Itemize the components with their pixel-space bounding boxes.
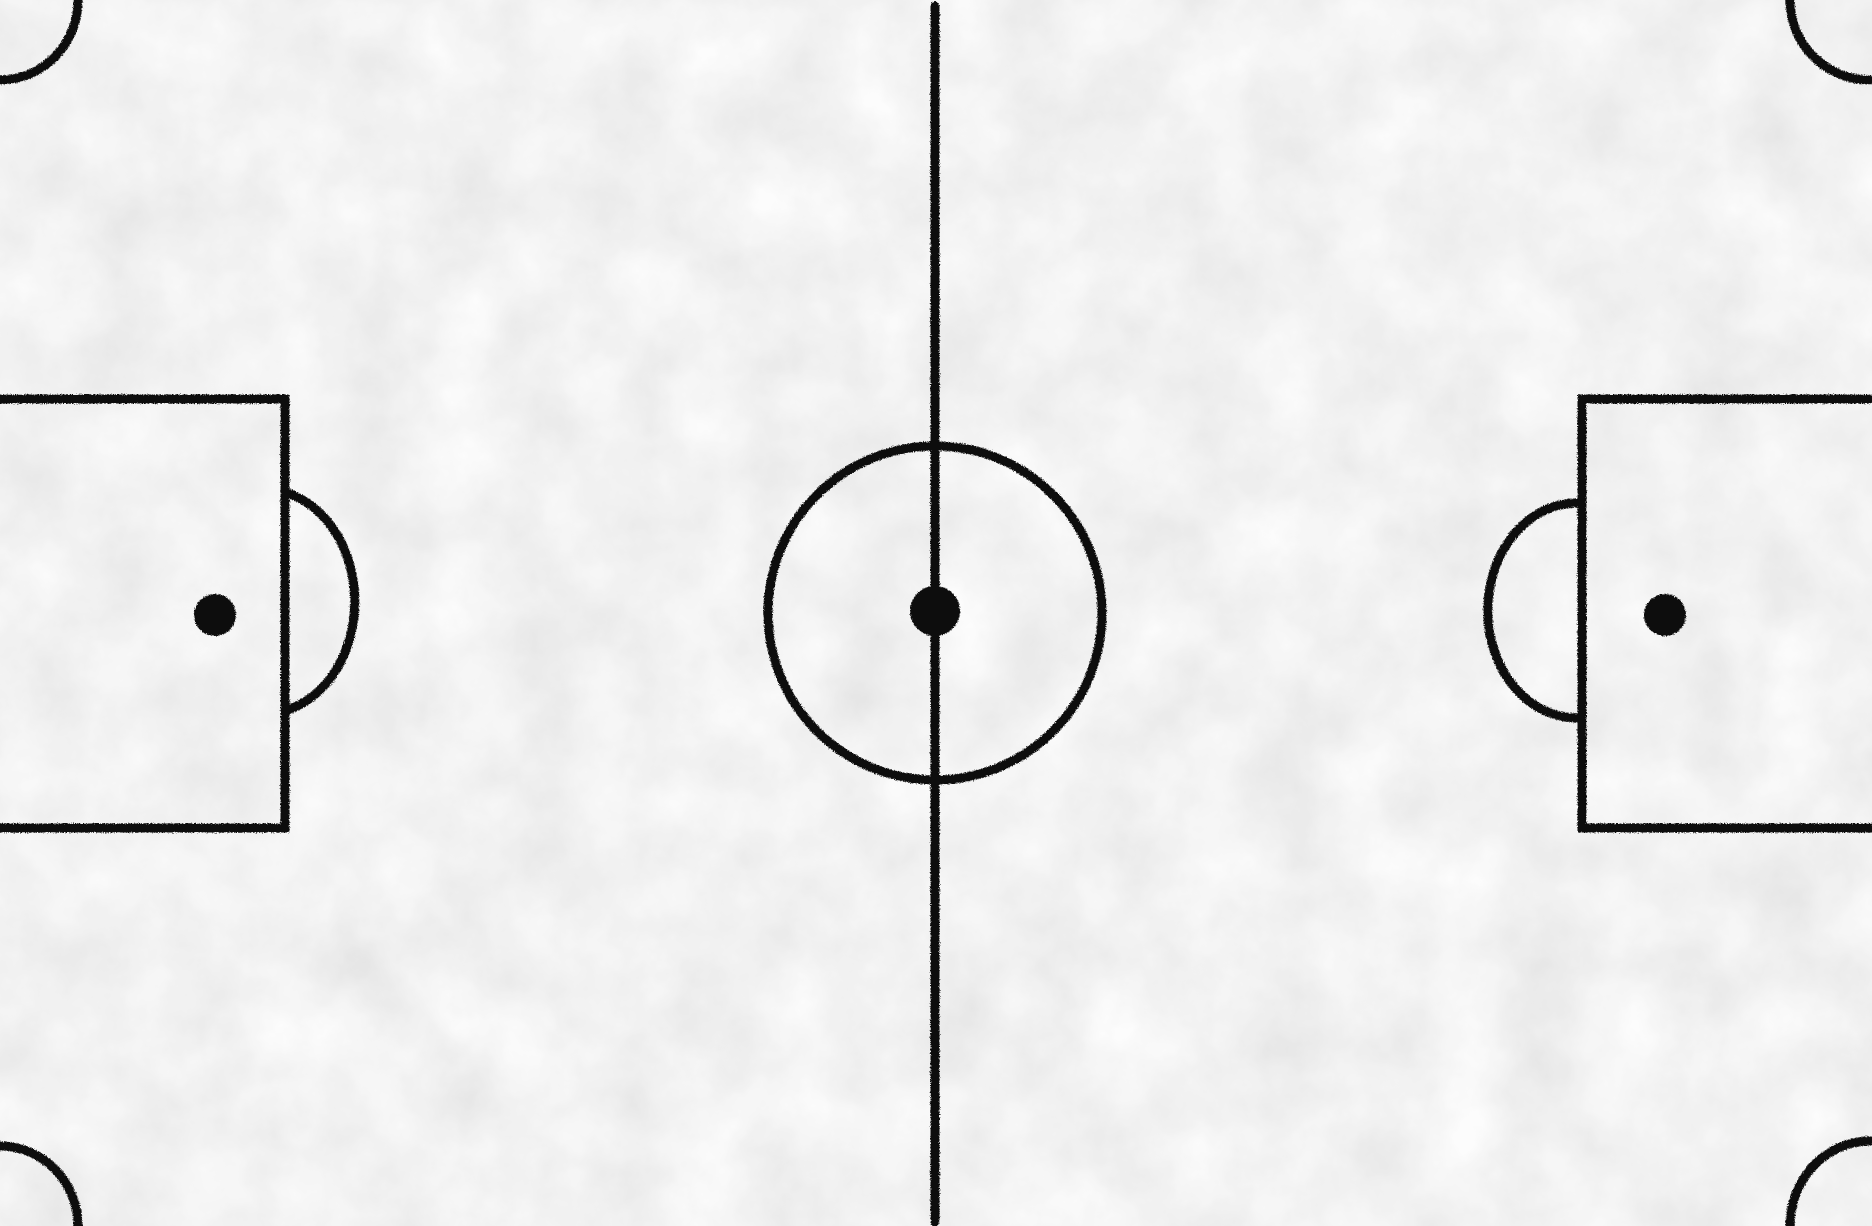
right-penalty-spot: [1644, 594, 1686, 636]
right-penalty-arc: [1483, 498, 1582, 723]
left-penalty-spot: [194, 594, 236, 636]
center-spot: [910, 586, 960, 636]
left-penalty-box: [0, 394, 290, 833]
corner-arc-top-right: [1785, 0, 1872, 85]
corner-arc-top-left: [0, 0, 83, 85]
left-penalty-arc: [285, 489, 360, 714]
right-penalty-box: [1577, 394, 1872, 833]
center-circle: [763, 441, 1107, 785]
pitch-spots: [194, 586, 1686, 636]
corner-arc-bottom-left: [0, 1141, 83, 1226]
corner-arc-bottom-right: [1785, 1136, 1872, 1226]
